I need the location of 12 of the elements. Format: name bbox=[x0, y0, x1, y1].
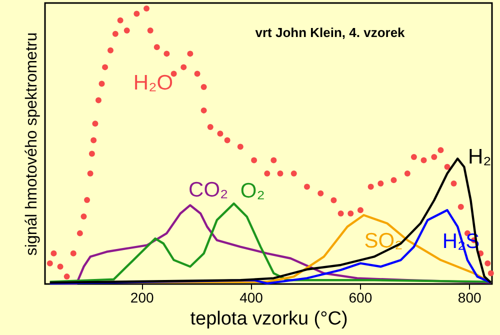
series-label: CO₂ bbox=[188, 178, 228, 202]
series-label: SO₂ bbox=[364, 229, 403, 252]
series-label: H₂ bbox=[468, 145, 492, 168]
annotation: vrt John Klein, 4. vzorek bbox=[255, 25, 406, 40]
x-tick-label: 600 bbox=[348, 290, 372, 306]
x-tick-label: 400 bbox=[240, 290, 264, 306]
series-label: O₂ bbox=[240, 180, 265, 203]
x-tick-label: 800 bbox=[458, 290, 482, 306]
y-axis-title: signál hmotového spektrometru bbox=[24, 32, 40, 256]
series-label: H₂O bbox=[133, 72, 174, 95]
x-tick-label: 200 bbox=[130, 290, 154, 306]
x-axis-title: teplota vzorku (°C) bbox=[190, 308, 348, 330]
